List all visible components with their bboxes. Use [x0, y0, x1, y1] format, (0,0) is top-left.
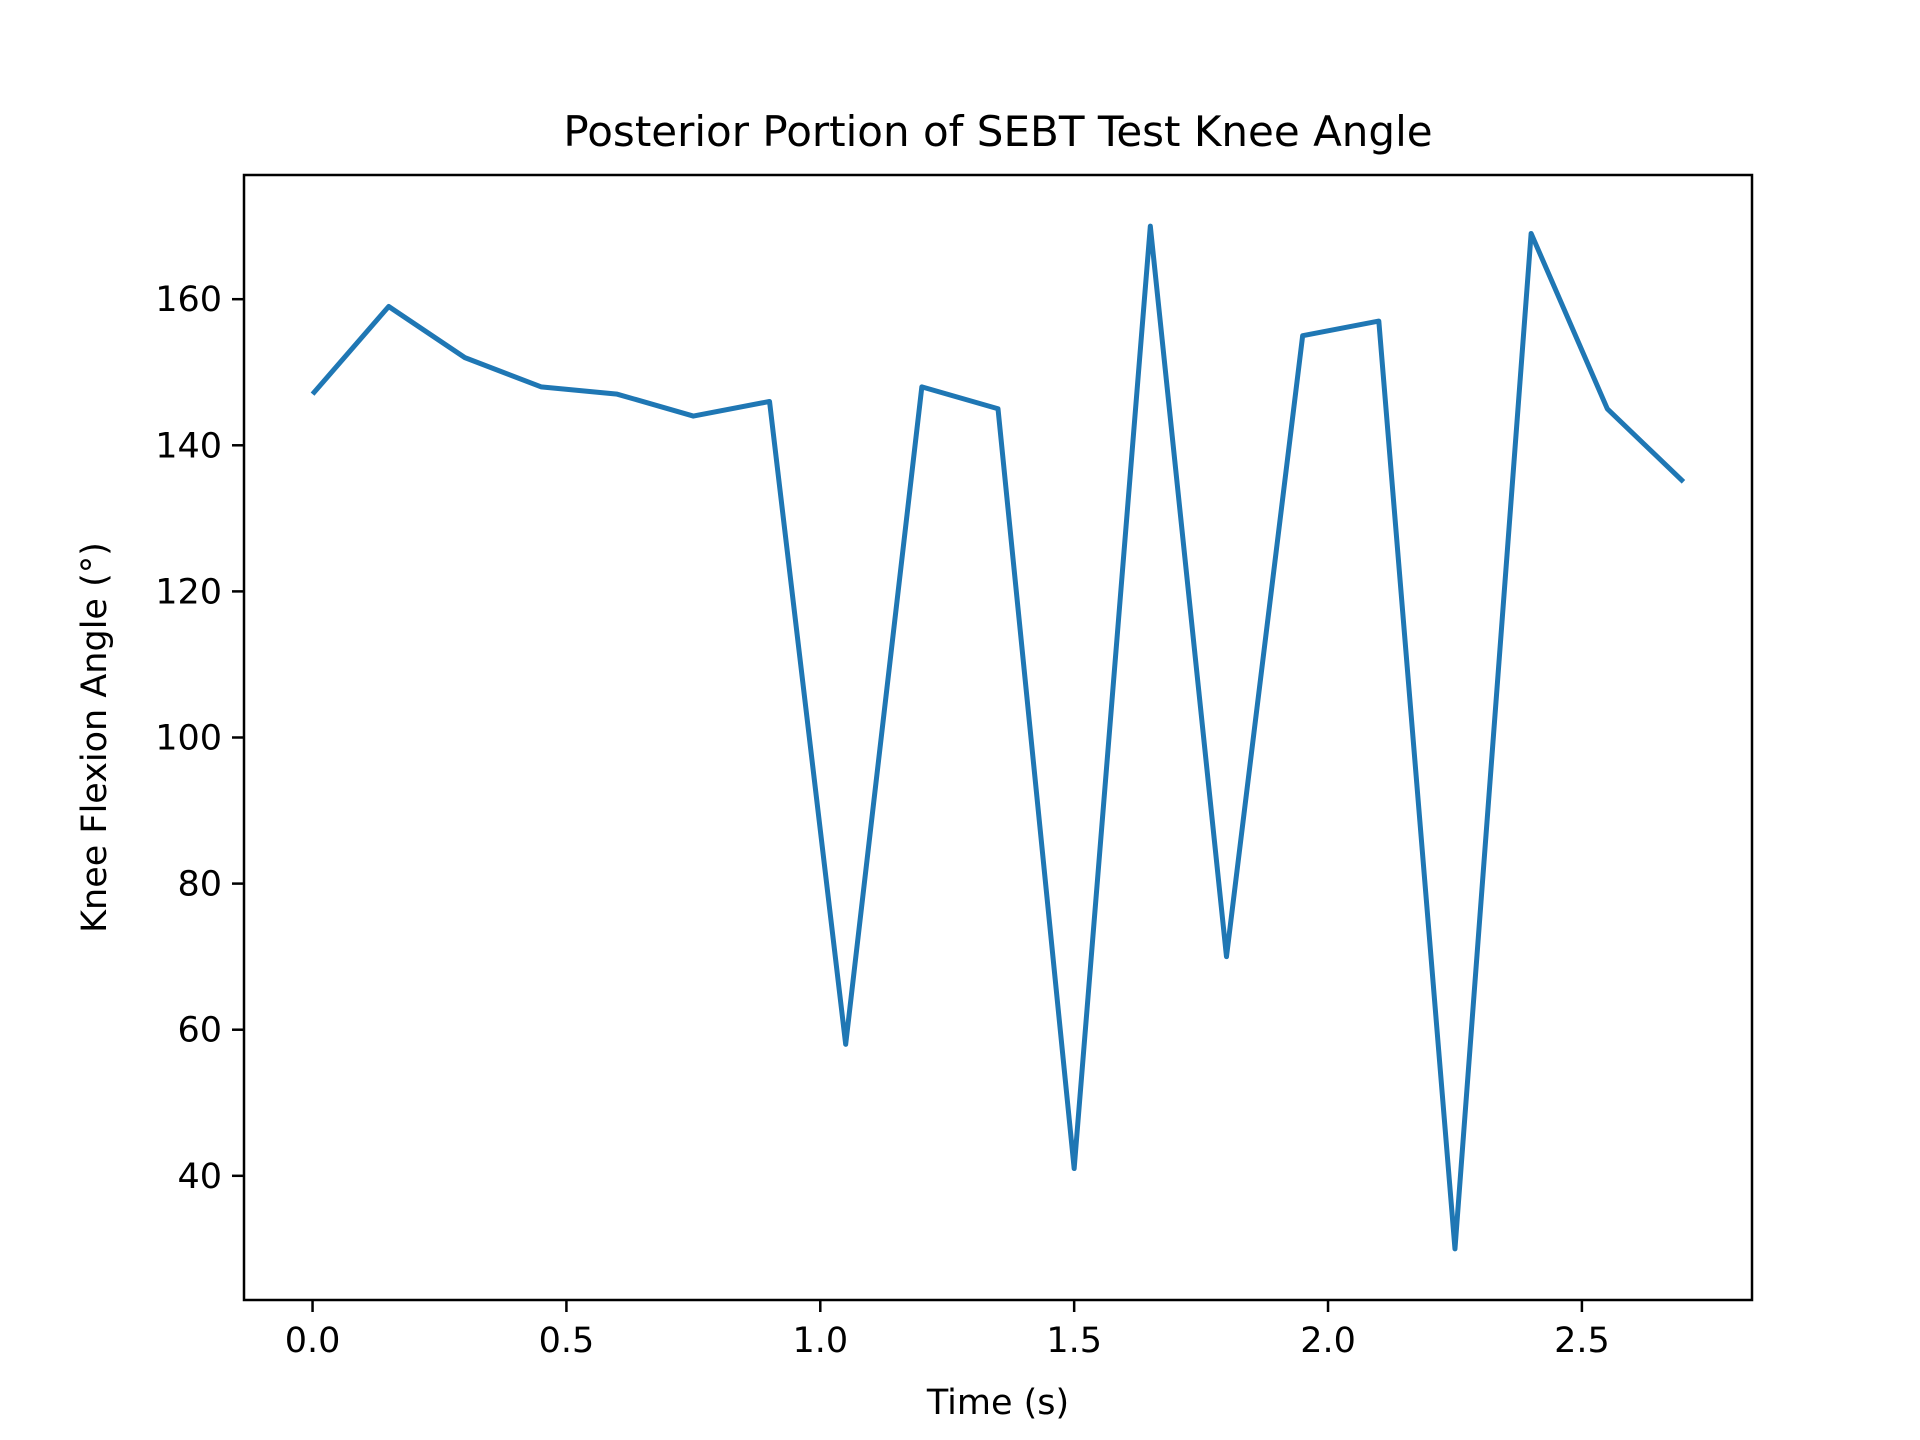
y-tick-label: 120 — [155, 572, 222, 612]
y-tick-label: 80 — [177, 865, 222, 905]
chart-title: Posterior Portion of SEBT Test Knee Angl… — [563, 107, 1432, 156]
x-tick-label: 2.0 — [1300, 1321, 1356, 1361]
y-tick-label: 60 — [177, 1011, 222, 1051]
x-tick-label: 1.5 — [1046, 1321, 1102, 1361]
x-tick-label: 2.5 — [1554, 1321, 1610, 1361]
x-tick-label: 0.5 — [539, 1321, 595, 1361]
x-axis-ticks: 0.0 0.5 1.0 1.5 2.0 2.5 — [285, 1300, 1610, 1361]
y-axis-ticks: 40 60 80 100 120 140 160 — [155, 280, 244, 1197]
y-tick-label: 40 — [177, 1157, 222, 1197]
series-layer — [310, 223, 1686, 1252]
y-tick-label: 100 — [155, 719, 222, 759]
x-tick-label: 1.0 — [792, 1321, 848, 1361]
x-tick-label: 0.0 — [285, 1321, 341, 1361]
y-tick-label: 140 — [155, 426, 222, 466]
y-tick-label: 160 — [155, 280, 222, 320]
x-axis-label: Time (s) — [926, 1383, 1069, 1423]
y-axis-label: Knee Flexion Angle (°) — [75, 542, 115, 933]
